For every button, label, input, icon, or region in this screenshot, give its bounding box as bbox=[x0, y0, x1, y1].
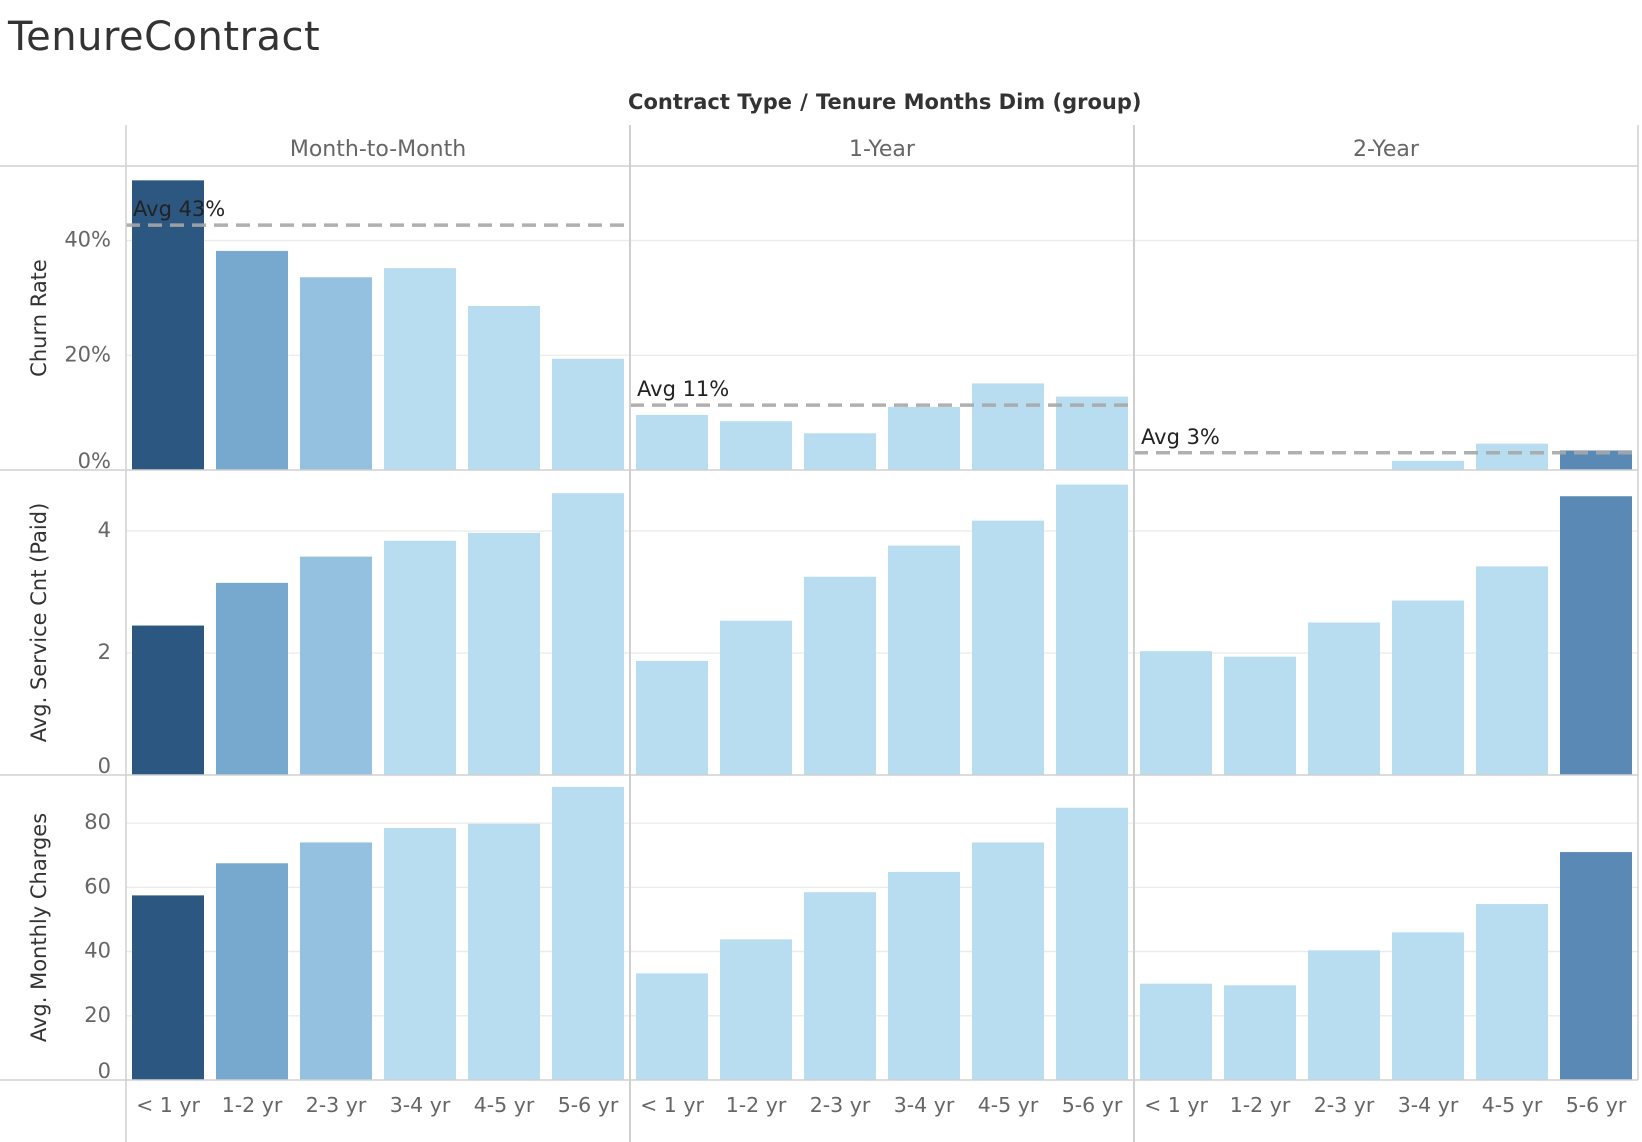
bar-r1-p2-c3 bbox=[1392, 600, 1464, 775]
bar-r0-p0-c3 bbox=[384, 268, 456, 470]
avg-label-p0: Avg 43% bbox=[133, 197, 225, 221]
category-label-p0-2: 2-3 yr bbox=[306, 1093, 367, 1117]
tick-label-r2-3: 60 bbox=[84, 874, 111, 898]
category-label-p0-1: 1-2 yr bbox=[222, 1093, 283, 1117]
tick-label-r1-1: 2 bbox=[98, 640, 111, 664]
bar-r0-p1-c0 bbox=[636, 414, 708, 470]
category-label-p1-1: 1-2 yr bbox=[726, 1093, 787, 1117]
bar-r1-p2-c1 bbox=[1224, 656, 1296, 775]
page-title: TenureContract bbox=[8, 14, 321, 60]
bar-r2-p0-c1 bbox=[216, 863, 288, 1080]
category-label-p2-3: 3-4 yr bbox=[1398, 1093, 1459, 1117]
bar-r1-p1-c0 bbox=[636, 660, 708, 775]
bar-r1-p0-c2 bbox=[300, 556, 372, 775]
category-label-p0-3: 3-4 yr bbox=[390, 1093, 451, 1117]
bar-r1-p0-c4 bbox=[468, 532, 540, 775]
bar-r2-p1-c0 bbox=[636, 973, 708, 1080]
bar-r0-p2-c5 bbox=[1560, 450, 1632, 470]
bar-r1-p1-c5 bbox=[1056, 484, 1128, 775]
category-label-p1-2: 2-3 yr bbox=[810, 1093, 871, 1117]
tick-label-r2-4: 80 bbox=[84, 810, 111, 834]
category-label-p2-4: 4-5 yr bbox=[1482, 1093, 1543, 1117]
bar-r2-p1-c2 bbox=[804, 892, 876, 1080]
tick-label-r0-1: 20% bbox=[64, 342, 111, 366]
row-label-1: Avg. Service Cnt (Paid) bbox=[27, 503, 51, 743]
column-header-dim2: Tenure Months Dim (group) bbox=[816, 90, 1141, 114]
bar-r2-p2-c5 bbox=[1560, 852, 1632, 1080]
bar-r1-p0-c1 bbox=[216, 582, 288, 775]
tick-label-r0-0: 0% bbox=[78, 449, 111, 473]
bar-r0-p0-c5 bbox=[552, 358, 624, 470]
bar-r2-p1-c3 bbox=[888, 871, 960, 1080]
bar-r0-p1-c2 bbox=[804, 433, 876, 470]
bar-r2-p0-c3 bbox=[384, 827, 456, 1080]
bar-r0-p1-c5 bbox=[1056, 396, 1128, 470]
category-label-p2-2: 2-3 yr bbox=[1314, 1093, 1375, 1117]
bar-r1-p0-c0 bbox=[132, 625, 204, 775]
panel-header-2: 2-Year bbox=[1353, 137, 1420, 162]
category-label-p1-0: < 1 yr bbox=[640, 1093, 704, 1117]
category-label-p2-1: 1-2 yr bbox=[1230, 1093, 1291, 1117]
bar-r0-p2-c4 bbox=[1476, 443, 1548, 470]
bar-r1-p1-c2 bbox=[804, 576, 876, 775]
category-label-p0-5: 5-6 yr bbox=[558, 1093, 619, 1117]
bar-r1-p2-c2 bbox=[1308, 622, 1380, 775]
bar-r2-p0-c0 bbox=[132, 895, 204, 1080]
bar-r2-p1-c1 bbox=[720, 939, 792, 1080]
bar-r1-p1-c3 bbox=[888, 545, 960, 775]
bar-r1-p2-c5 bbox=[1560, 496, 1632, 775]
panel-header-1: 1-Year bbox=[849, 137, 916, 162]
bar-r2-p1-c5 bbox=[1056, 807, 1128, 1080]
bar-r1-p2-c4 bbox=[1476, 566, 1548, 775]
column-header-sep: / bbox=[800, 90, 808, 114]
column-header-dim1: Contract Type bbox=[628, 90, 792, 114]
bar-r2-p2-c2 bbox=[1308, 950, 1380, 1080]
tick-label-r2-1: 20 bbox=[84, 1003, 111, 1027]
avg-label-p1: Avg 11% bbox=[637, 377, 729, 401]
avg-label-p2: Avg 3% bbox=[1141, 425, 1220, 449]
panel-header-0: Month-to-Month bbox=[290, 137, 466, 162]
tick-label-r0-2: 40% bbox=[64, 228, 111, 252]
bar-r0-p0-c4 bbox=[468, 305, 540, 470]
bar-r2-p1-c4 bbox=[972, 842, 1044, 1080]
category-label-p0-4: 4-5 yr bbox=[474, 1093, 535, 1117]
bar-r0-p0-c2 bbox=[300, 277, 372, 470]
category-label-p0-0: < 1 yr bbox=[136, 1093, 200, 1117]
category-label-p2-5: 5-6 yr bbox=[1566, 1093, 1627, 1117]
bar-r2-p0-c2 bbox=[300, 842, 372, 1080]
bar-r2-p2-c4 bbox=[1476, 904, 1548, 1080]
bar-r0-p1-c3 bbox=[888, 406, 960, 470]
bar-r2-p2-c1 bbox=[1224, 985, 1296, 1080]
category-label-p1-4: 4-5 yr bbox=[978, 1093, 1039, 1117]
bar-r2-p2-c3 bbox=[1392, 932, 1464, 1080]
bar-r1-p0-c5 bbox=[552, 493, 624, 775]
bar-r1-p2-c0 bbox=[1140, 651, 1212, 775]
category-label-p2-0: < 1 yr bbox=[1144, 1093, 1208, 1117]
row-label-2: Avg. Monthly Charges bbox=[27, 813, 51, 1042]
bar-r0-p0-c0 bbox=[132, 180, 204, 470]
bar-r0-p1-c1 bbox=[720, 421, 792, 470]
bar-r0-p2-c3 bbox=[1392, 460, 1464, 470]
tick-label-r2-0: 0 bbox=[98, 1059, 111, 1083]
tick-label-r2-2: 40 bbox=[84, 939, 111, 963]
tick-label-r1-2: 4 bbox=[98, 518, 111, 542]
category-label-p1-3: 3-4 yr bbox=[894, 1093, 955, 1117]
bar-r0-p0-c1 bbox=[216, 250, 288, 470]
bar-r0-p1-c4 bbox=[972, 383, 1044, 470]
row-label-0: Churn Rate bbox=[27, 259, 51, 377]
bar-r2-p0-c5 bbox=[552, 786, 624, 1080]
bar-r2-p0-c4 bbox=[468, 823, 540, 1080]
bar-r2-p2-c0 bbox=[1140, 983, 1212, 1080]
bar-r1-p0-c3 bbox=[384, 540, 456, 775]
bar-r1-p1-c4 bbox=[972, 520, 1044, 775]
category-label-p1-5: 5-6 yr bbox=[1062, 1093, 1123, 1117]
tick-label-r1-0: 0 bbox=[98, 754, 111, 778]
bar-r1-p1-c1 bbox=[720, 620, 792, 775]
